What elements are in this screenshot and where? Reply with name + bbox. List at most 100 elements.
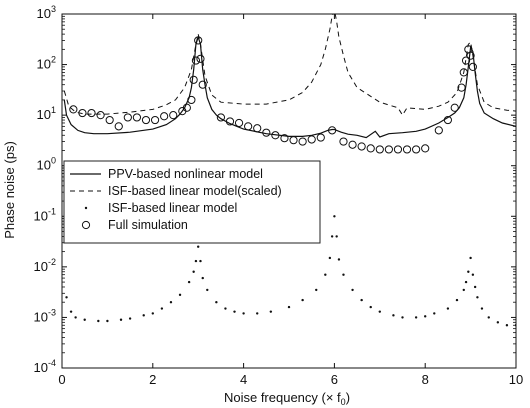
series-3-marker xyxy=(328,126,337,135)
series-2-point xyxy=(328,256,332,260)
series-line-0 xyxy=(63,35,516,139)
series-3-marker xyxy=(289,136,298,145)
series-2-point xyxy=(142,314,145,317)
plot-series-group xyxy=(63,14,516,327)
series-3-marker xyxy=(194,36,203,45)
series-2-point xyxy=(462,288,465,292)
series-2-point xyxy=(496,321,500,324)
x-axis-label-main: Noise frequency (× f xyxy=(224,390,341,405)
series-2-point xyxy=(74,316,77,319)
series-2-point xyxy=(455,298,459,302)
y-tick-exponent: -2 xyxy=(48,257,56,267)
y-tick-label: 10-4 xyxy=(34,358,56,375)
series-3-marker xyxy=(421,144,430,153)
series-3-marker xyxy=(412,145,421,154)
series-2-point xyxy=(128,317,132,320)
series-3-marker xyxy=(132,113,142,122)
series-2-point xyxy=(476,296,479,299)
legend: PPV-based nonlinear model ISF-based line… xyxy=(63,160,321,244)
series-3-marker xyxy=(114,122,123,131)
series-3-marker xyxy=(262,128,271,137)
series-2-point xyxy=(342,273,345,276)
x-tick-label: 8 xyxy=(422,372,429,387)
series-3-marker xyxy=(69,105,78,114)
legend-entry-full-sim: Full simulation xyxy=(81,218,188,232)
series-3-marker xyxy=(105,115,114,125)
series-3-marker xyxy=(339,137,348,146)
series-3-marker xyxy=(316,133,325,142)
series-3-marker xyxy=(96,111,105,120)
series-2-point xyxy=(187,280,191,284)
axes-frame xyxy=(61,13,517,369)
series-3-marker xyxy=(141,115,151,125)
series-3-marker xyxy=(216,113,225,122)
y-axis-label: Phase noise (ps) xyxy=(2,141,17,239)
series-3-marker xyxy=(402,145,412,154)
series-3-marker xyxy=(384,145,393,154)
y-tick-label: 10-2 xyxy=(34,257,56,274)
series-2-point xyxy=(505,324,509,327)
y-tick-exponent: 2 xyxy=(51,55,56,65)
series-2-point xyxy=(199,259,202,263)
series-3-marker xyxy=(244,122,253,131)
series-2-point xyxy=(324,273,327,276)
x-tick-label: 6 xyxy=(331,372,338,387)
series-2-point xyxy=(360,298,363,302)
legend-entry-isf: ISF-based linear model xyxy=(84,201,237,215)
series-2-point xyxy=(401,316,404,319)
series-2-point xyxy=(97,319,100,323)
series-3-marker xyxy=(191,56,201,65)
series-2-point xyxy=(194,259,198,263)
y-tick-label: 10-3 xyxy=(34,307,56,324)
series-3-marker xyxy=(271,131,280,140)
series-2-point xyxy=(65,296,68,299)
y-tick-label: 103 xyxy=(37,4,56,21)
y-tick-exponent: 0 xyxy=(51,156,56,166)
legend-label-ppv: PPV-based nonlinear model xyxy=(108,167,263,181)
legend-label-isf-scaled: ISF-based linear model(scaled) xyxy=(108,184,282,198)
series-2-point xyxy=(215,301,218,304)
series-2-point xyxy=(233,310,236,313)
series-2-point xyxy=(337,258,341,261)
series-3-marker xyxy=(169,111,178,120)
series-3-marker xyxy=(160,112,169,121)
legend-box xyxy=(63,160,321,244)
series-2-point xyxy=(424,315,427,318)
series-2-point xyxy=(433,312,436,315)
series-2-point xyxy=(151,312,154,315)
y-tick-label: 102 xyxy=(37,55,56,72)
series-2-point xyxy=(467,270,470,273)
series-2-point xyxy=(333,215,336,218)
series-3-marker xyxy=(393,145,403,154)
series-2-point xyxy=(301,298,304,302)
series-2-point xyxy=(469,256,472,260)
series-3-marker xyxy=(280,134,289,143)
series-3-marker xyxy=(87,108,96,118)
series-2-point xyxy=(206,288,209,292)
series-2-point xyxy=(351,288,354,292)
y-tick-base: 10 xyxy=(34,309,48,324)
series-3-marker xyxy=(307,135,316,144)
series-3-marker xyxy=(253,124,262,133)
series-2-point xyxy=(287,305,291,309)
series-2-point xyxy=(224,307,227,310)
y-tick-base: 10 xyxy=(37,6,51,21)
series-2-point xyxy=(369,305,372,309)
x-axis-label-subscript: 0 xyxy=(341,397,346,407)
y-tick-exponent: -1 xyxy=(48,206,56,216)
x-tick-label: 0 xyxy=(58,372,65,387)
x-tick-label: 10 xyxy=(509,372,523,387)
x-axis-label: Noise frequency (× f0) xyxy=(224,390,350,407)
series-3-marker xyxy=(78,108,87,118)
series-3-marker xyxy=(461,56,471,65)
series-3-marker xyxy=(123,113,132,122)
series-3-marker xyxy=(298,137,307,146)
legend-dot-icon xyxy=(84,206,88,210)
series-3-marker xyxy=(225,117,235,126)
legend-entry-isf-scaled: ISF-based linear model(scaled) xyxy=(70,184,282,198)
series-3-marker xyxy=(468,62,477,71)
series-3-marker xyxy=(189,75,198,84)
series-2-point xyxy=(201,276,204,280)
legend-entry-ppv: PPV-based nonlinear model xyxy=(70,167,263,181)
